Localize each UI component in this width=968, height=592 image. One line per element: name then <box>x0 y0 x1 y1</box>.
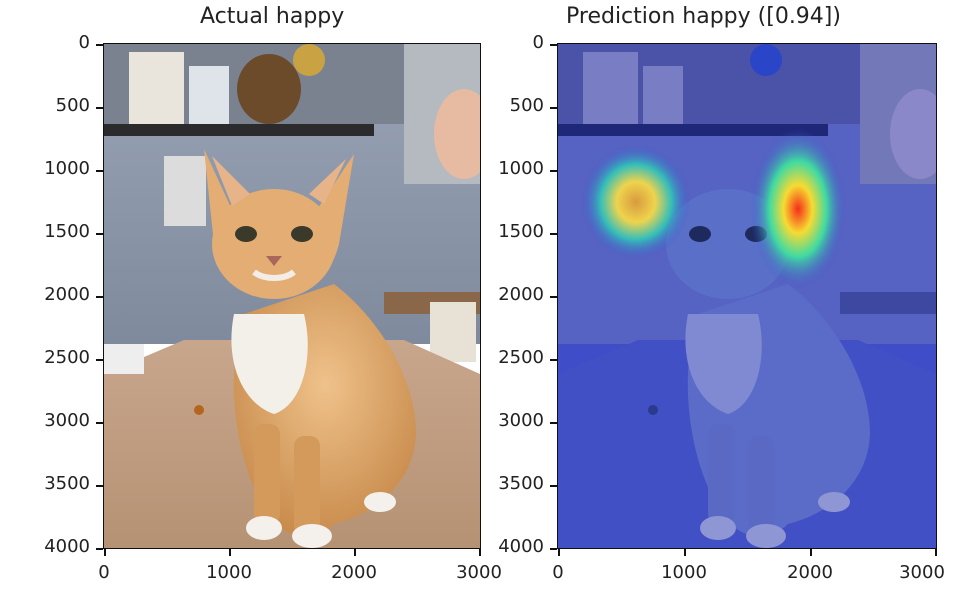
right-image-area <box>558 44 936 548</box>
ytick-label: 3500 <box>498 473 544 494</box>
ytick-mark <box>550 359 557 361</box>
ytick-mark <box>550 422 557 424</box>
ytick-mark <box>96 233 103 235</box>
xtick-mark <box>354 549 356 556</box>
left-panel-title: Actual happy <box>200 4 345 29</box>
ytick-label: 2000 <box>44 284 90 305</box>
xtick-label: 0 <box>552 562 564 583</box>
ytick-label: 1500 <box>44 221 90 242</box>
ytick-label: 2500 <box>44 347 90 368</box>
ytick-mark <box>550 170 557 172</box>
ytick-mark <box>96 548 103 550</box>
xtick-label: 3000 <box>456 562 502 583</box>
cat-heatmap-overlay <box>558 44 936 548</box>
right-figure-panel: Prediction happy ([0.94]) <box>452 0 945 592</box>
ytick-mark <box>96 422 103 424</box>
ytick-label: 3500 <box>44 473 90 494</box>
ytick-mark <box>550 107 557 109</box>
ytick-label: 2000 <box>498 284 544 305</box>
xtick-mark <box>935 549 937 556</box>
ytick-label: 1000 <box>44 158 90 179</box>
xtick-mark <box>229 549 231 556</box>
ytick-label: 2500 <box>498 347 544 368</box>
xtick-label: 0 <box>98 562 110 583</box>
ytick-label: 3000 <box>44 410 90 431</box>
xtick-mark <box>104 549 106 556</box>
ytick-label: 0 <box>532 32 544 53</box>
ytick-mark <box>550 485 557 487</box>
ytick-mark <box>96 44 103 46</box>
ytick-label: 1500 <box>498 221 544 242</box>
xtick-mark <box>479 549 481 556</box>
ytick-mark <box>96 170 103 172</box>
left-figure-panel: Actual happy <box>0 0 502 592</box>
xtick-mark <box>810 549 812 556</box>
xtick-label: 2000 <box>331 562 377 583</box>
ytick-mark <box>96 485 103 487</box>
ytick-mark <box>96 107 103 109</box>
ytick-mark <box>550 233 557 235</box>
xtick-label: 1000 <box>206 562 252 583</box>
xtick-label: 2000 <box>787 562 833 583</box>
xtick-label: 3000 <box>899 562 945 583</box>
ytick-label: 3000 <box>498 410 544 431</box>
ytick-label: 4000 <box>44 536 90 557</box>
right-panel-title: Prediction happy ([0.94]) <box>566 4 841 29</box>
ytick-mark <box>550 548 557 550</box>
ytick-label: 4000 <box>498 536 544 557</box>
ytick-label: 1000 <box>498 158 544 179</box>
xtick-mark <box>684 549 686 556</box>
xtick-mark <box>558 549 560 556</box>
left-image-area <box>104 44 480 548</box>
ytick-mark <box>550 296 557 298</box>
xtick-label: 1000 <box>661 562 707 583</box>
ytick-label: 0 <box>78 32 90 53</box>
ytick-mark <box>96 296 103 298</box>
orange-cat-photo <box>104 44 480 548</box>
ytick-label: 500 <box>55 95 90 116</box>
ytick-mark <box>550 44 557 46</box>
ytick-mark <box>96 359 103 361</box>
ytick-label: 500 <box>509 95 544 116</box>
